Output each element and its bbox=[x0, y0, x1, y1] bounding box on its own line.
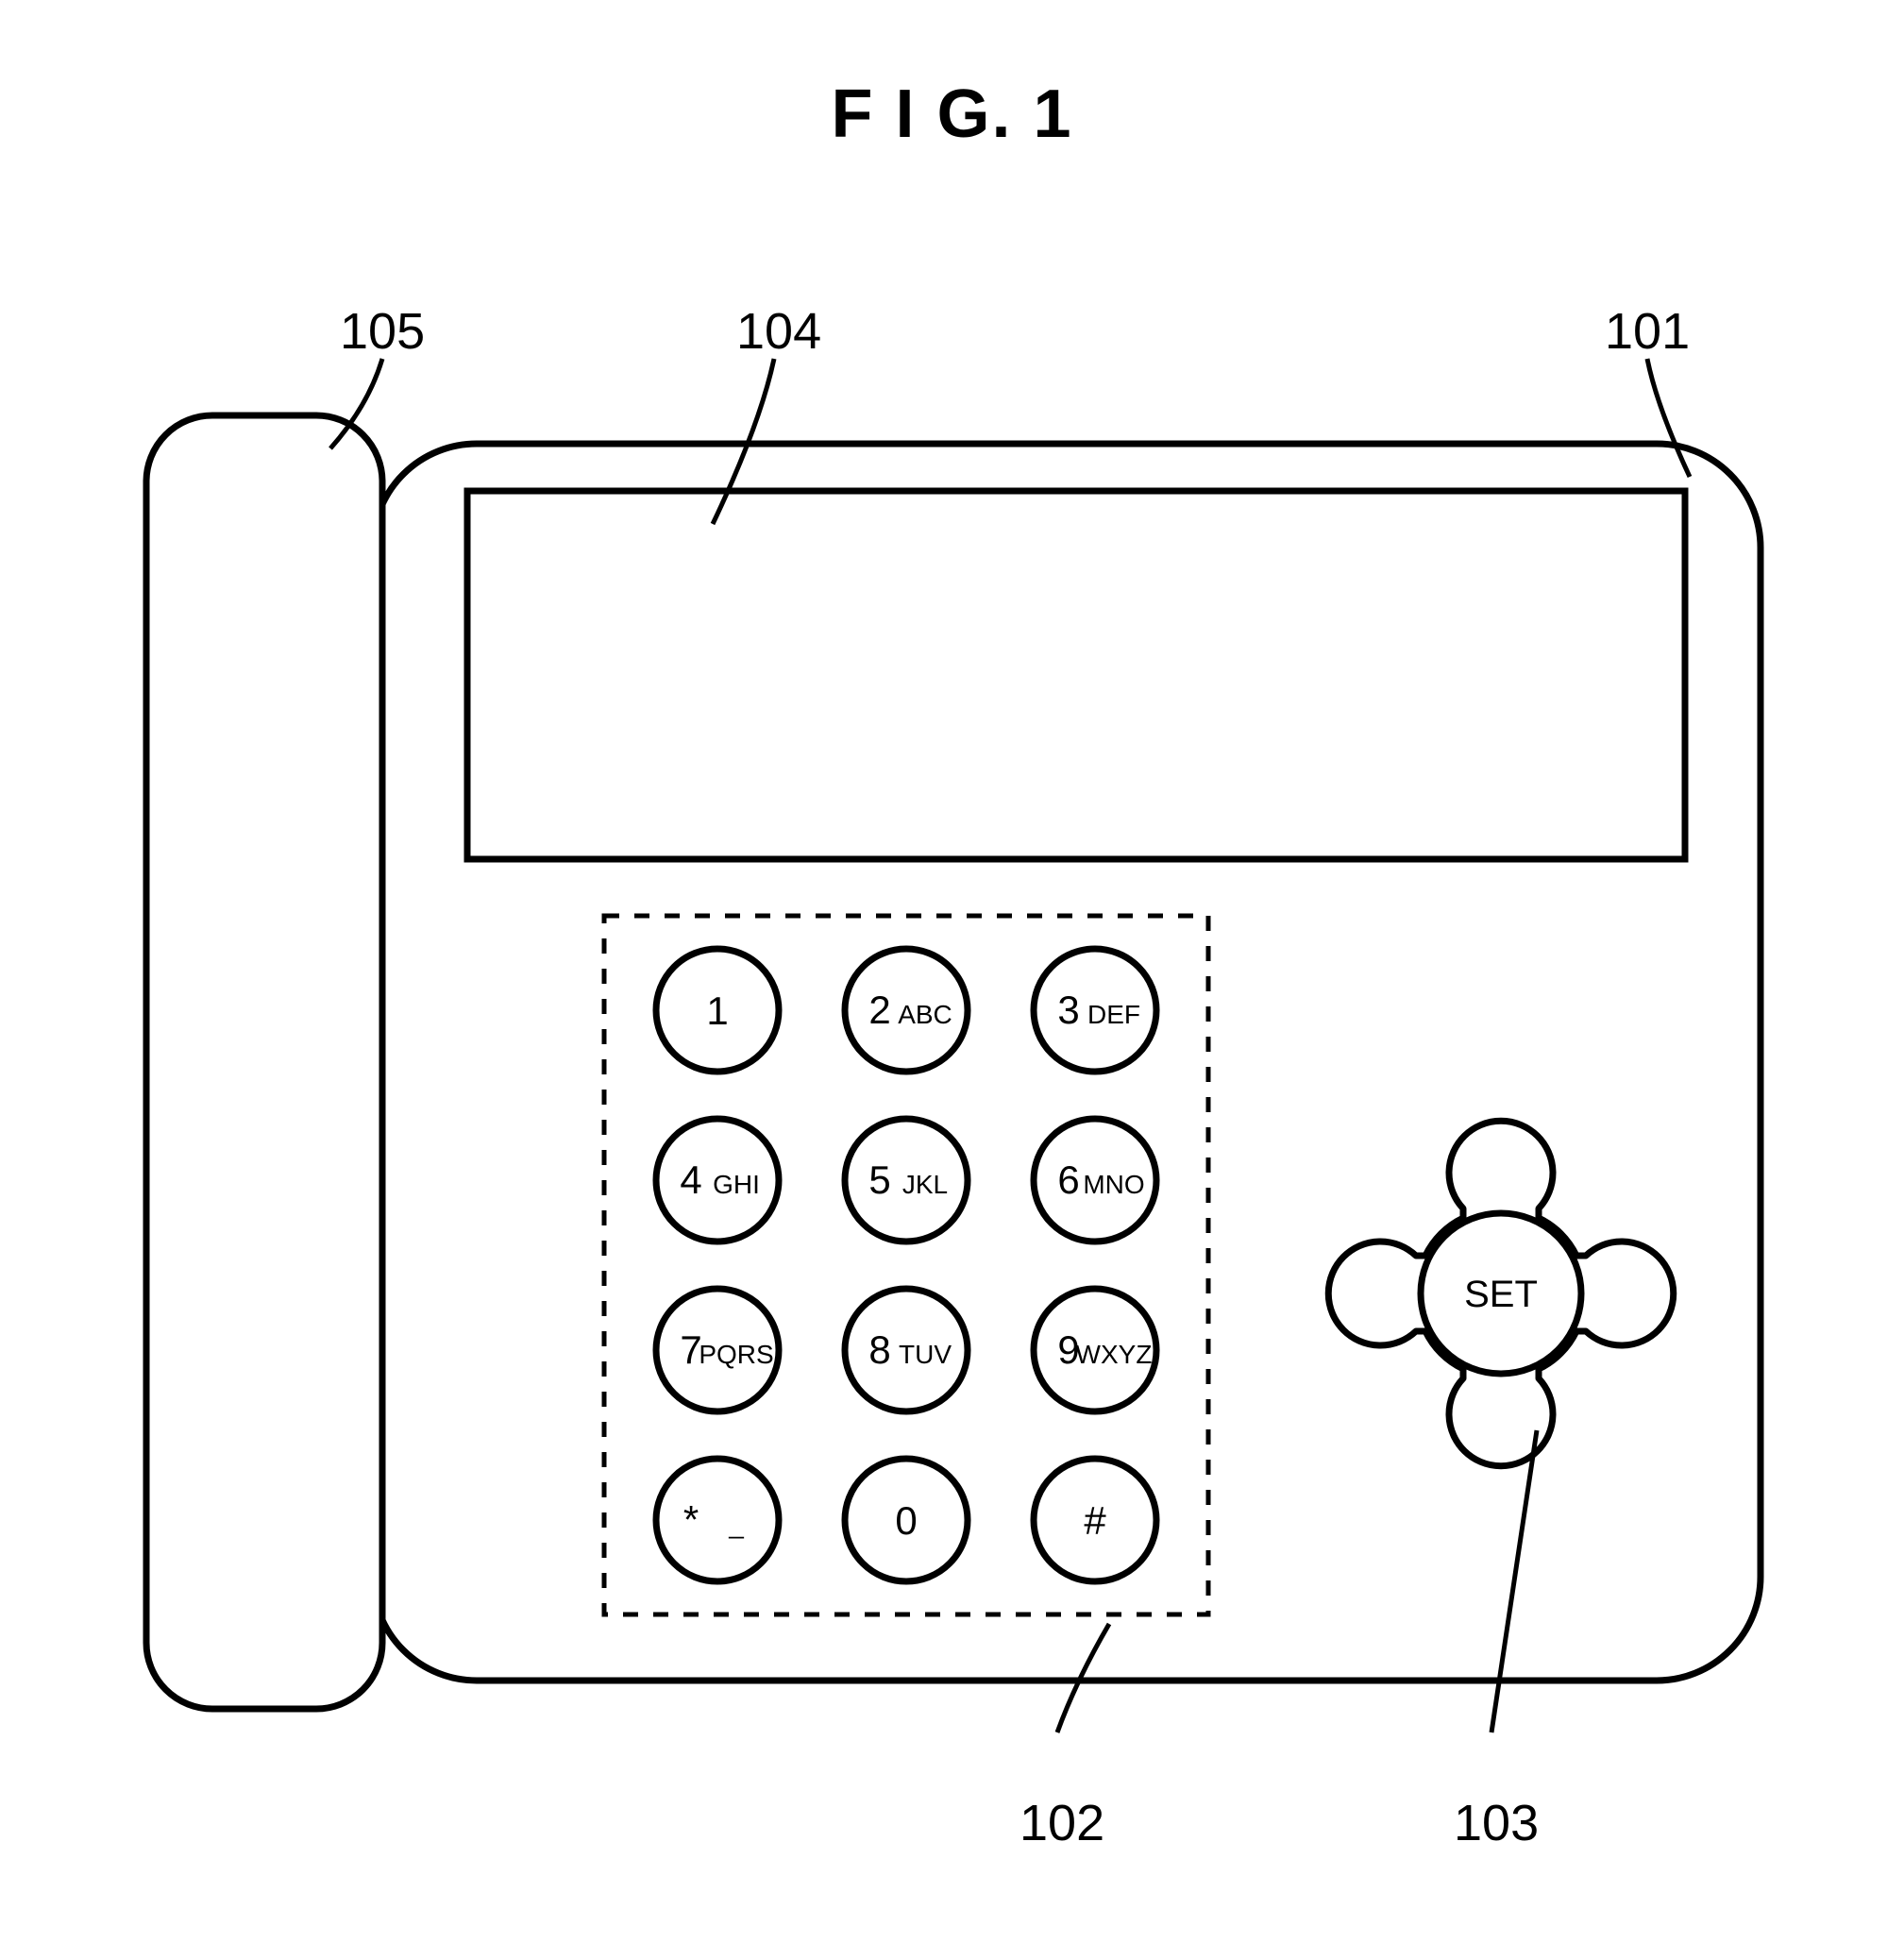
svg-text:#: # bbox=[1084, 1498, 1106, 1543]
svg-text:8: 8 bbox=[868, 1327, 890, 1372]
display-screen bbox=[467, 491, 1685, 859]
svg-text:6: 6 bbox=[1057, 1157, 1079, 1202]
keypad-button-label: 1 bbox=[706, 988, 728, 1033]
callout-105: 105 bbox=[340, 302, 425, 361]
svg-text:0: 0 bbox=[895, 1498, 917, 1543]
svg-text:*: * bbox=[683, 1497, 699, 1542]
svg-text:4: 4 bbox=[680, 1157, 701, 1202]
callout-103: 103 bbox=[1454, 1794, 1539, 1852]
svg-text:MNO: MNO bbox=[1083, 1170, 1144, 1199]
svg-text:JKL: JKL bbox=[902, 1170, 948, 1199]
svg-text:TUV: TUV bbox=[899, 1340, 952, 1369]
diagram-svg: 12ABC3DEF4GHI5JKL6MNO7PQRS8TUV9WXYZ*_0#S… bbox=[0, 0, 1904, 1960]
callout-104: 104 bbox=[736, 302, 821, 361]
callout-101: 101 bbox=[1605, 302, 1690, 361]
svg-text:3: 3 bbox=[1057, 988, 1079, 1032]
svg-text:2: 2 bbox=[868, 988, 890, 1032]
svg-text:DEF: DEF bbox=[1087, 1000, 1140, 1029]
keypad-button[interactable] bbox=[656, 1459, 779, 1581]
svg-text:GHI: GHI bbox=[713, 1170, 760, 1199]
svg-text:ABC: ABC bbox=[898, 1000, 952, 1029]
svg-text:5: 5 bbox=[868, 1157, 890, 1202]
callout-102: 102 bbox=[1019, 1794, 1104, 1852]
handset bbox=[146, 415, 382, 1709]
svg-text:_: _ bbox=[728, 1510, 744, 1539]
svg-text:1: 1 bbox=[706, 988, 728, 1033]
svg-text:PQRS: PQRS bbox=[699, 1340, 773, 1369]
keypad-button-label: # bbox=[1084, 1498, 1106, 1543]
keypad-button-label: 0 bbox=[895, 1498, 917, 1543]
dpad-set-label: SET bbox=[1464, 1274, 1538, 1315]
svg-text:WXYZ: WXYZ bbox=[1076, 1340, 1153, 1369]
